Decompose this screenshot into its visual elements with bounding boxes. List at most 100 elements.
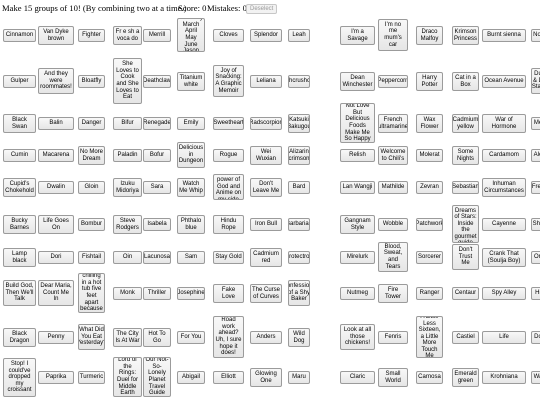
word-tile[interactable]: Bifur [113,117,142,130]
word-tile[interactable]: Dwalin [38,181,74,194]
word-tile[interactable]: Me [531,117,540,130]
word-tile[interactable]: Thriller [143,287,171,300]
word-tile[interactable]: Gangnam Style [340,215,375,234]
word-tile[interactable]: I have the power of God and Anime on my … [213,174,244,200]
word-tile[interactable]: Nutmeg [340,287,375,300]
word-tile[interactable]: Titanium white [177,72,205,91]
word-tile[interactable]: What Did You Eat Yesterday? [78,324,105,350]
word-tile[interactable]: Lacunosa [143,251,171,264]
word-tile[interactable]: Black Dragon [3,328,36,347]
word-tile[interactable]: Krohniana [482,371,526,384]
word-tile[interactable]: Watch Me Whip [177,178,205,197]
word-tile[interactable]: Fire Tower [378,284,408,303]
word-tile[interactable]: For You [177,331,205,344]
word-tile[interactable]: Danger [78,117,105,130]
word-tile[interactable]: Inhuman Circumstances [482,178,526,197]
word-tile[interactable]: Protectron [288,251,310,264]
word-tile[interactable]: Glowing One [250,368,282,387]
word-tile[interactable]: Nor [531,29,540,42]
word-tile[interactable]: Wax Flower [416,114,443,133]
word-tile[interactable]: Cayenne [482,218,526,231]
word-tile[interactable]: Ale [531,149,540,162]
word-tile[interactable]: Carnosa [416,371,443,384]
word-tile[interactable]: Stay Gold [213,251,244,264]
word-tile[interactable]: Claric [340,371,375,384]
word-tile[interactable]: Emily [177,117,205,130]
word-tile[interactable]: Josephine [177,287,205,300]
word-tile[interactable]: Dean Winchester [340,72,375,91]
word-tile[interactable]: Phthalo blue [177,215,205,234]
word-tile[interactable]: Sweetheart [213,117,244,130]
word-tile[interactable]: Confessions of a Shy Baker [288,280,310,306]
word-tile[interactable]: She Loves to Cook and She Loves to Eat [113,58,142,104]
word-tile[interactable]: Centaur [452,287,479,300]
word-tile[interactable]: Ocean Avenue [482,75,526,88]
word-tile[interactable]: The City Is At War [113,328,142,347]
word-tile[interactable]: Elliott [213,371,244,384]
word-tile[interactable]: War of Hormone [482,114,526,133]
word-tile[interactable]: Ranger [416,287,443,300]
word-tile[interactable]: Joy of Snacking: A Graphic Memoir [213,65,244,97]
word-tile[interactable]: Iron Bull [250,218,282,231]
word-tile[interactable]: Welcome to Chili's [378,146,408,165]
word-tile[interactable]: And they were roommates! [38,68,74,94]
word-tile[interactable]: No More Dream [78,146,105,165]
word-tile[interactable]: Wei Wuxian [250,146,282,165]
word-tile[interactable]: Bombur [78,218,105,231]
word-tile[interactable]: Patchwork [416,218,443,231]
word-tile[interactable]: Cat in a Box [452,72,479,91]
word-tile[interactable]: Rogue [213,149,244,162]
word-tile[interactable]: French ultramarine [378,114,408,133]
word-tile[interactable]: Bard [288,181,310,194]
word-tile[interactable]: Maru [288,371,310,384]
word-tile[interactable]: Penny [38,331,74,344]
word-tile[interactable]: Fake Love [213,284,244,303]
word-tile[interactable]: She [531,218,540,231]
word-tile[interactable]: Leliana [250,75,282,88]
word-tile[interactable]: Sorcerer [416,251,443,264]
word-tile[interactable]: A Little Less Sixteen, a Little More Tou… [416,316,443,358]
word-tile[interactable]: Bofur [143,149,171,162]
word-tile[interactable]: Crushcrushcrush [288,75,310,88]
word-tile[interactable]: Two bros chilling in a hot tub five feet… [78,273,105,313]
word-tile[interactable]: Macarena [38,149,74,162]
word-tile[interactable]: Steve Rodgers [113,215,142,234]
word-tile[interactable]: Burnt sienna [482,29,526,42]
word-tile[interactable]: Deathclaw [143,75,171,88]
word-tile[interactable]: Fenris [378,331,408,344]
word-tile[interactable]: Gloin [78,181,105,194]
word-tile[interactable]: Hindu Rope [213,215,244,234]
word-tile[interactable]: Alizarin crimson [288,146,310,165]
word-tile[interactable]: Delicious in Dungeon [177,142,205,168]
word-tile[interactable]: Mirelurk [340,251,375,264]
word-tile[interactable]: Katsuki Bakugou [288,114,310,133]
word-tile[interactable]: Balin [38,117,74,130]
word-tile[interactable]: Abigail [177,371,205,384]
word-tile[interactable]: Ori [531,251,540,264]
word-tile[interactable]: Fr e sh a voca do [113,26,142,45]
word-tile[interactable]: Cumin [3,149,36,162]
word-tile[interactable]: Cadmium red [250,248,282,267]
word-tile[interactable]: Molerat [416,149,443,162]
word-tile[interactable]: Sebastian [452,181,479,194]
word-tile[interactable]: Cinnamon [3,29,36,42]
word-tile[interactable]: Emma Dreams of Stars: Inside the gourmet… [452,205,479,243]
word-tile[interactable]: Look at all those chickens! [340,324,375,350]
word-tile[interactable]: Don't Trust Me [452,244,479,270]
word-tile[interactable]: Leah [288,29,310,42]
word-tile[interactable]: Du & D Stan [531,68,540,94]
word-tile[interactable]: Cadmium yellow [452,114,479,133]
word-tile[interactable]: Isabela [143,218,171,231]
word-tile[interactable]: Lord of the Rings: Duel for Middle Earth [113,357,142,397]
word-tile[interactable]: Bucky Barnes [3,215,36,234]
word-tile[interactable]: Zevran [416,181,443,194]
word-tile[interactable]: Harry Potter [416,72,443,91]
word-tile[interactable]: Fighter [78,29,105,42]
word-tile[interactable]: Monk [113,287,142,300]
word-tile[interactable]: Life [482,331,526,344]
word-tile[interactable]: Peppercorn [378,75,408,88]
word-tile[interactable]: January February March April May June Ja… [177,18,205,52]
word-tile[interactable]: Sara [143,181,171,194]
word-tile[interactable]: Our Not-So-Lonely Planet Travel Guide [143,357,171,397]
word-tile[interactable]: Road work ahead? Uh, I sure hope it does… [213,316,244,358]
